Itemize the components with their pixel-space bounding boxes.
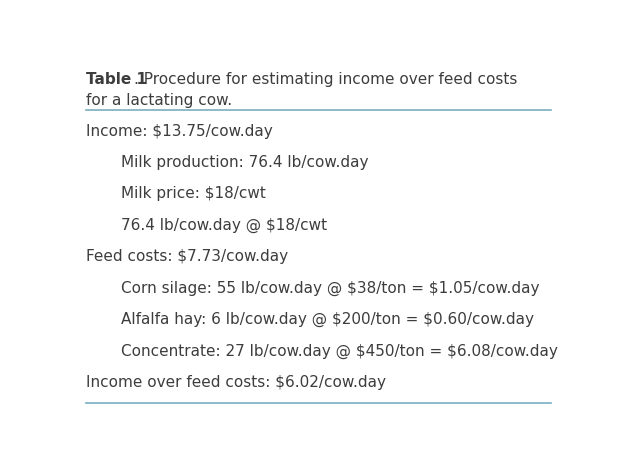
- Text: Concentrate: 27 lb/cow.day @ \$450/ton = \$6.08/cow.day: Concentrate: 27 lb/cow.day @ \$450/ton =…: [121, 343, 558, 358]
- Text: Feed costs: \$7.73/cow.day: Feed costs: \$7.73/cow.day: [86, 249, 289, 264]
- Text: . Procedure for estimating income over feed costs: . Procedure for estimating income over f…: [134, 72, 517, 87]
- Text: Income: \$13.75/cow.day: Income: \$13.75/cow.day: [86, 123, 273, 138]
- Text: Milk production: 76.4 lb/cow.day: Milk production: 76.4 lb/cow.day: [121, 155, 369, 169]
- Text: Corn silage: 55 lb/cow.day @ \$38/ton = \$1.05/cow.day: Corn silage: 55 lb/cow.day @ \$38/ton = …: [121, 280, 540, 295]
- Text: Alfalfa hay: 6 lb/cow.day @ \$200/ton = \$0.60/cow.day: Alfalfa hay: 6 lb/cow.day @ \$200/ton = …: [121, 312, 534, 327]
- Text: Milk price: \$18/cwt: Milk price: \$18/cwt: [121, 186, 266, 201]
- Text: Income over feed costs: \$6.02/cow.day: Income over feed costs: \$6.02/cow.day: [86, 374, 386, 389]
- Text: Table 1: Table 1: [86, 72, 147, 87]
- Text: for a lactating cow.: for a lactating cow.: [86, 93, 233, 108]
- Text: 76.4 lb/cow.day @ \$18/cwt: 76.4 lb/cow.day @ \$18/cwt: [121, 218, 327, 232]
